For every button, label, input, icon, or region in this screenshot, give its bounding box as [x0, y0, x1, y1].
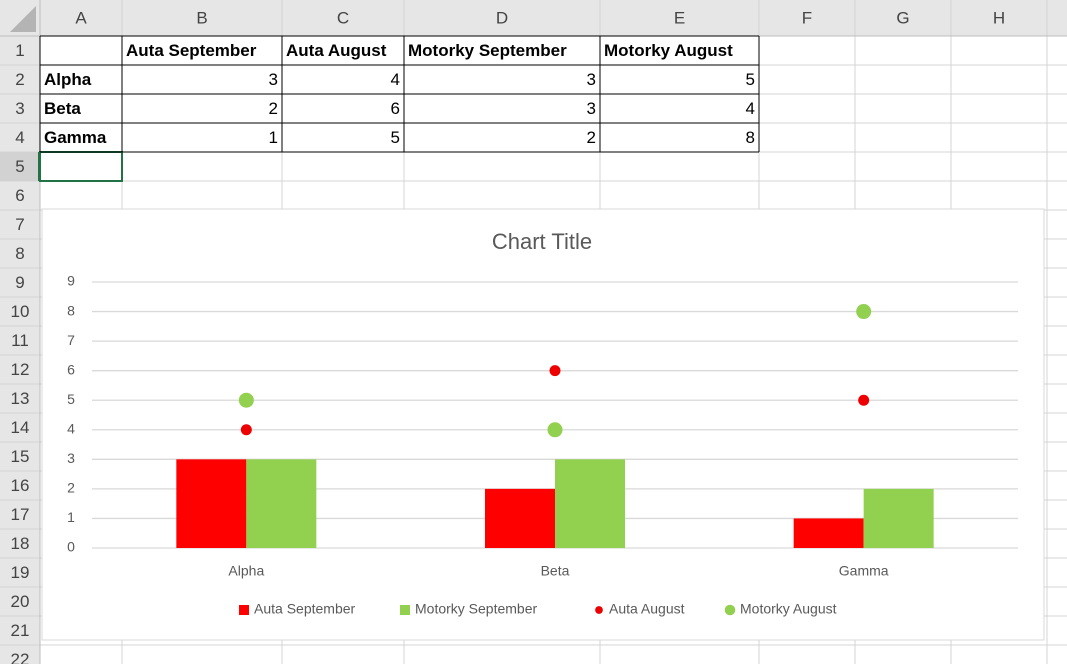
legend-label: Auta September [254, 601, 356, 617]
y-tick-label: 3 [67, 450, 75, 466]
row-header[interactable]: 1 [15, 41, 24, 60]
row-header[interactable]: 5 [15, 157, 24, 176]
y-tick-label: 5 [67, 391, 75, 407]
row-header[interactable]: 3 [15, 99, 24, 118]
legend-swatch [239, 605, 249, 615]
bar [555, 459, 625, 548]
y-tick-label: 7 [67, 332, 75, 348]
column-header[interactable]: A [75, 8, 87, 27]
x-tick-label: Alpha [228, 563, 264, 579]
point [238, 392, 254, 408]
row-header[interactable]: 2 [15, 70, 24, 89]
table-header-cell[interactable]: Auta September [126, 41, 257, 60]
row-label-cell[interactable]: Beta [44, 99, 81, 118]
row-header[interactable]: 20 [11, 592, 30, 611]
y-tick-label: 1 [67, 509, 75, 525]
legend-swatch [595, 606, 603, 614]
row-header[interactable]: 19 [11, 563, 30, 582]
legend-swatch [400, 605, 410, 615]
y-tick-label: 8 [67, 302, 75, 318]
x-tick-label: Gamma [839, 563, 889, 579]
row-header[interactable]: 8 [15, 244, 24, 263]
column-header[interactable]: D [496, 8, 508, 27]
legend-label: Motorky August [740, 601, 837, 617]
row-header[interactable]: 21 [11, 621, 30, 640]
number-cell[interactable]: 4 [746, 99, 755, 118]
x-tick-label: Beta [541, 563, 570, 579]
number-cell[interactable]: 5 [746, 70, 755, 89]
chart-title: Chart Title [492, 229, 592, 254]
column-header[interactable]: B [196, 8, 207, 27]
row-header[interactable]: 18 [11, 534, 30, 553]
legend-swatch [724, 604, 736, 616]
column-header[interactable]: E [674, 8, 685, 27]
y-tick-label: 9 [67, 273, 75, 289]
table-header-cell[interactable]: Auta August [286, 41, 387, 60]
y-tick-label: 4 [67, 420, 75, 436]
number-cell[interactable]: 3 [587, 99, 596, 118]
row-header[interactable]: 6 [15, 186, 24, 205]
legend-label: Motorky September [415, 601, 537, 617]
y-tick-label: 6 [67, 361, 75, 377]
number-cell[interactable]: 1 [269, 128, 278, 147]
column-header-bar [0, 0, 1067, 36]
number-cell[interactable]: 4 [391, 70, 400, 89]
bar [176, 459, 247, 548]
number-cell[interactable]: 2 [587, 128, 596, 147]
row-header[interactable]: 9 [15, 273, 24, 292]
chart-area[interactable] [41, 208, 1045, 641]
number-cell[interactable]: 6 [391, 99, 400, 118]
column-header[interactable]: H [993, 8, 1005, 27]
number-cell[interactable]: 3 [587, 70, 596, 89]
table-header-cell[interactable]: Motorky August [604, 41, 733, 60]
row-header[interactable]: 10 [11, 302, 30, 321]
bar [793, 518, 864, 548]
row-header[interactable]: 7 [15, 215, 24, 234]
number-cell[interactable]: 5 [391, 128, 400, 147]
legend-label: Auta August [609, 601, 685, 617]
bar [246, 459, 317, 548]
column-header[interactable]: G [896, 8, 909, 27]
row-header-bar [0, 0, 40, 664]
point [549, 365, 561, 377]
row-header[interactable]: 4 [15, 128, 24, 147]
number-cell[interactable]: 3 [269, 70, 278, 89]
point [547, 422, 563, 438]
number-cell[interactable]: 8 [746, 128, 755, 147]
point [856, 304, 872, 320]
point [858, 394, 870, 406]
bar [863, 488, 934, 548]
bar [485, 488, 555, 548]
row-header[interactable]: 11 [11, 331, 29, 350]
number-cell[interactable]: 2 [269, 99, 278, 118]
row-header[interactable]: 14 [11, 418, 30, 437]
row-header[interactable]: 13 [11, 389, 30, 408]
row-header[interactable]: 16 [11, 476, 30, 495]
active-row-header [0, 152, 40, 181]
row-label-cell[interactable]: Alpha [44, 70, 92, 89]
select-all-corner [10, 6, 36, 32]
column-header[interactable]: F [802, 8, 812, 27]
y-tick-label: 0 [67, 539, 75, 555]
row-label-cell[interactable]: Gamma [44, 128, 107, 147]
point [240, 424, 252, 436]
column-header[interactable]: C [337, 8, 349, 27]
row-header[interactable]: 22 [11, 650, 30, 664]
y-tick-label: 2 [67, 480, 75, 496]
row-header[interactable]: 15 [11, 447, 30, 466]
active-cell[interactable] [39, 151, 123, 182]
table-header-cell[interactable]: Motorky September [408, 41, 567, 60]
row-header[interactable]: 17 [11, 505, 30, 524]
row-header[interactable]: 12 [11, 360, 30, 379]
